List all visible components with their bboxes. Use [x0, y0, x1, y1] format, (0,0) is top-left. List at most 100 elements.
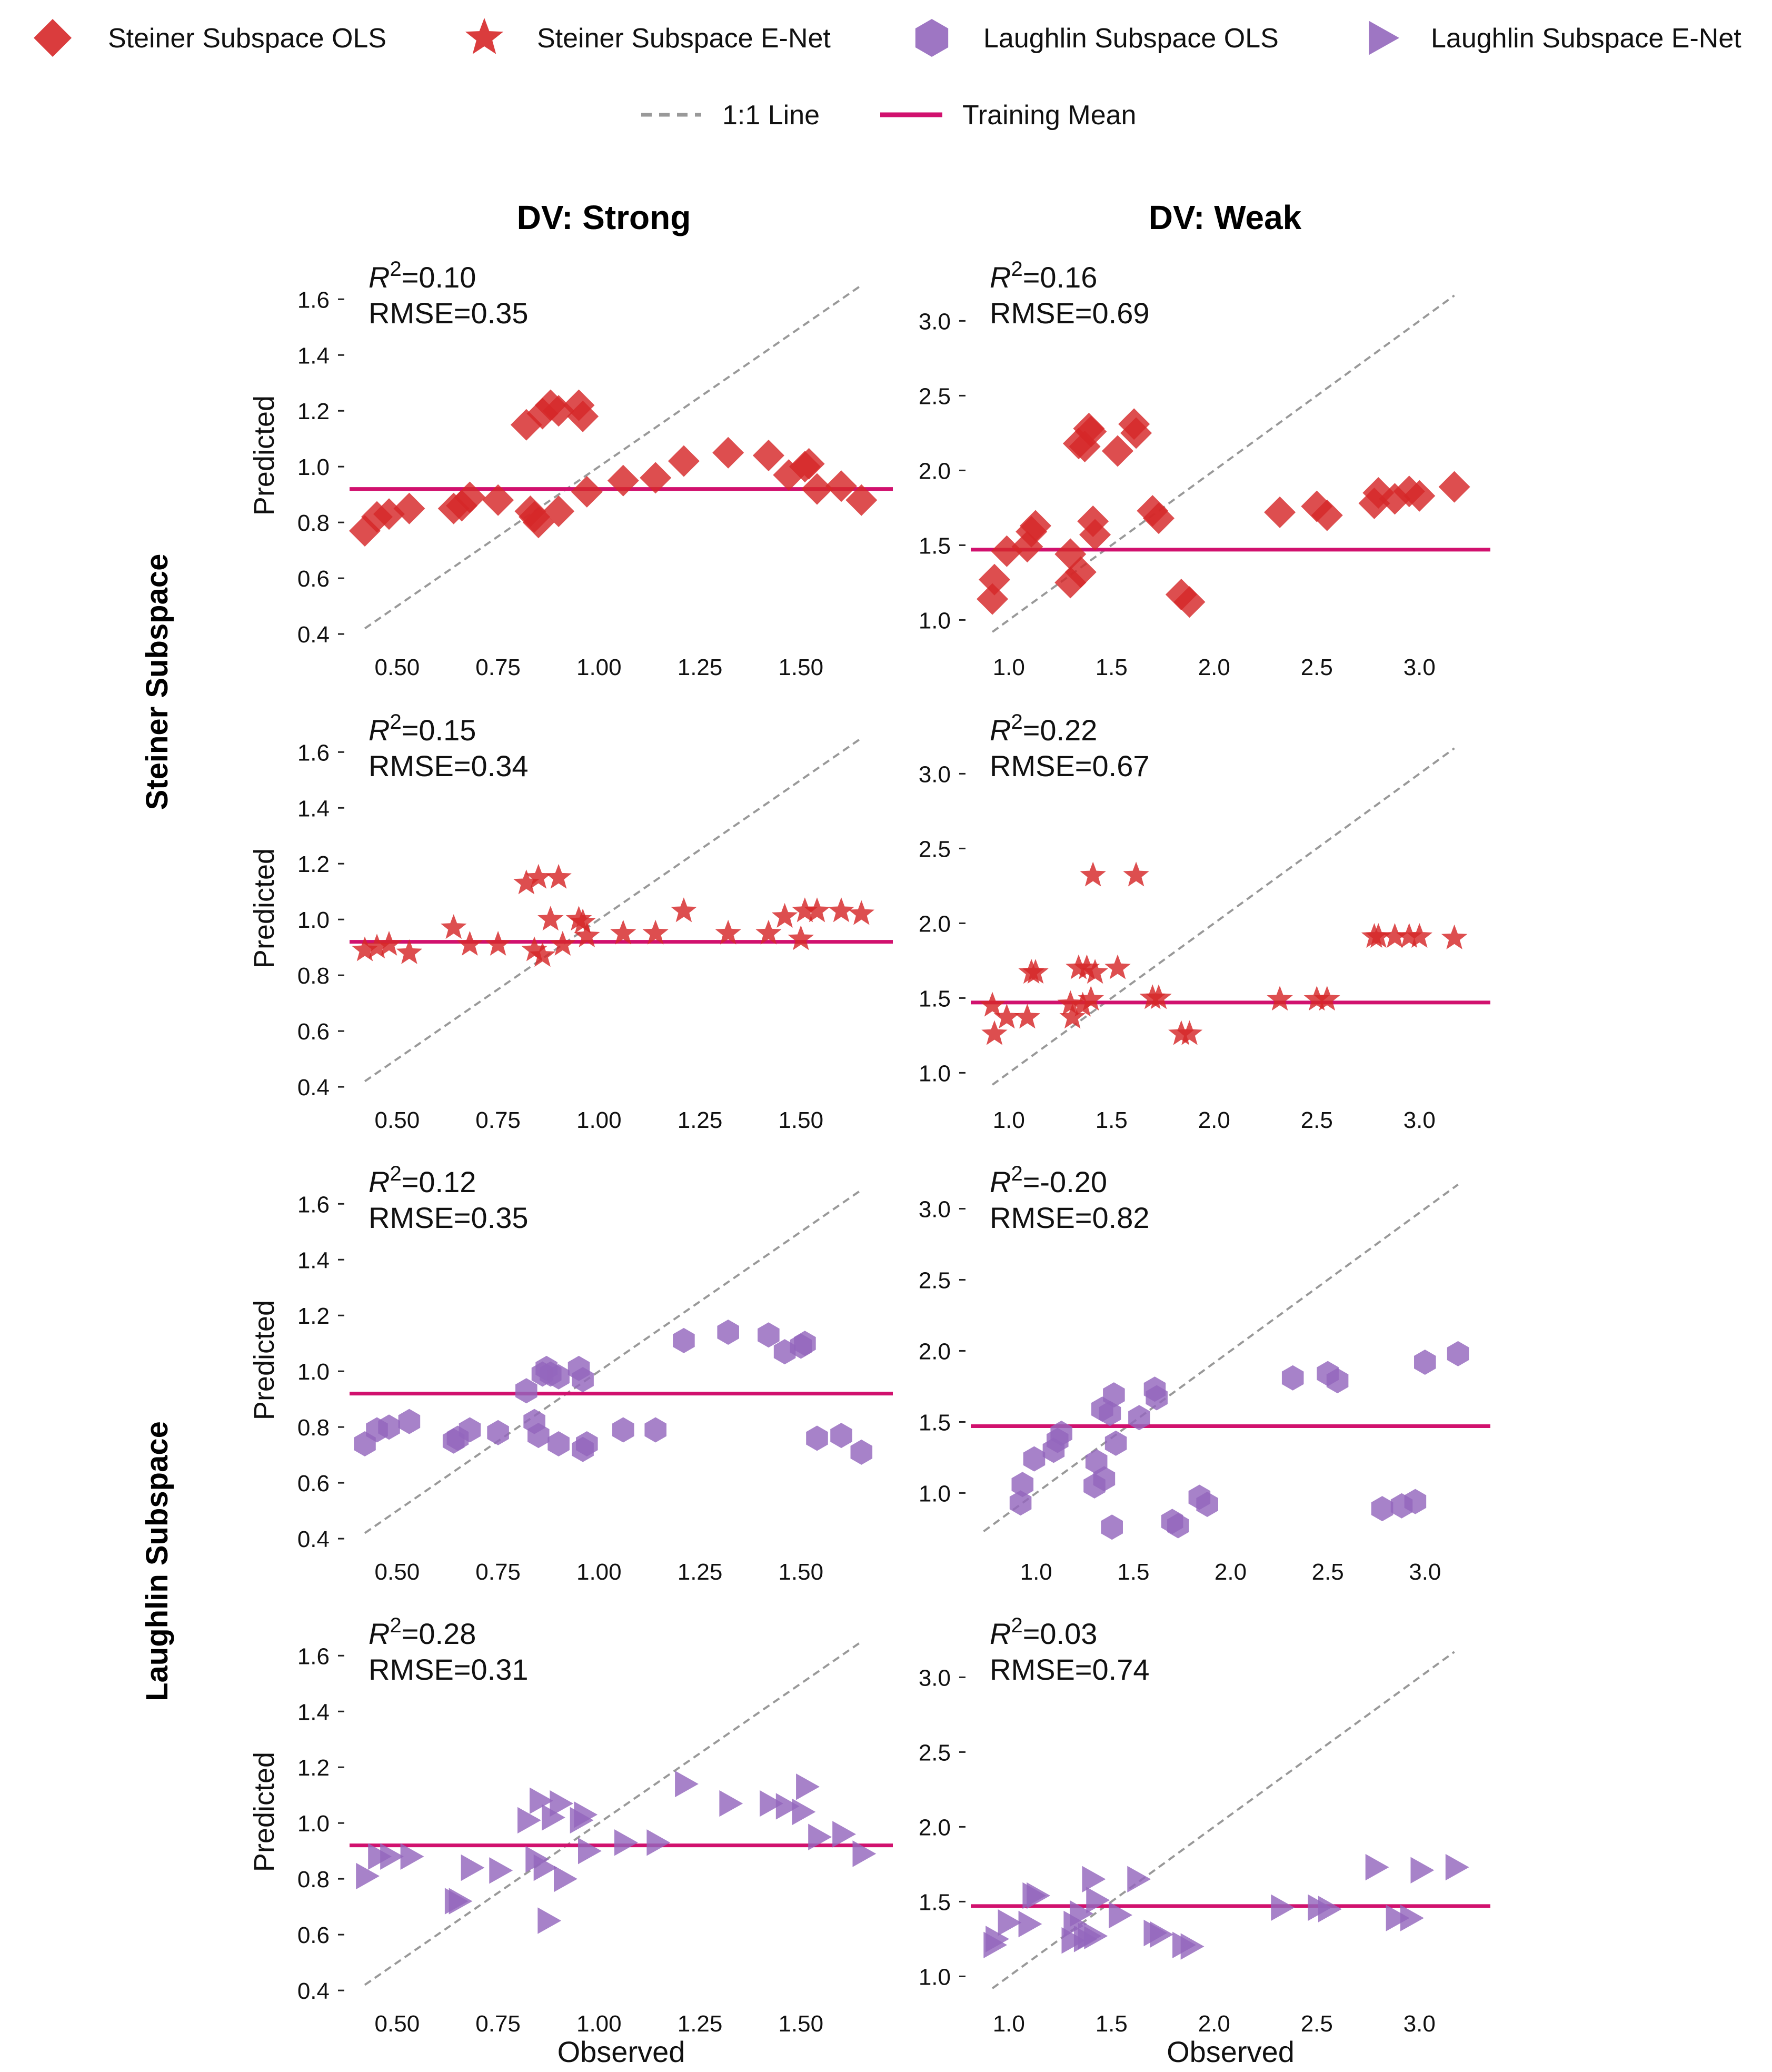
x-tick-label: 1.50	[778, 1107, 823, 1133]
data-point	[852, 1840, 877, 1867]
x-tick-label: 1.5	[1096, 655, 1128, 680]
identity-line	[983, 1183, 1459, 1532]
data-point	[771, 903, 798, 928]
data-point	[1093, 1466, 1116, 1492]
data-point	[760, 1790, 783, 1817]
y-tick-label: 0.8	[297, 510, 330, 536]
data-point	[612, 1417, 634, 1443]
data-point	[981, 1020, 1008, 1045]
data-point	[1176, 1020, 1203, 1045]
y-tick-label: 1.6	[297, 287, 330, 313]
data-point	[1082, 959, 1108, 984]
x-tick-label: 1.0	[1020, 1559, 1052, 1585]
x-tick-label: 1.25	[678, 1107, 723, 1133]
r-squared-annotation: R2=-0.20	[990, 1162, 1107, 1198]
x-tick-label: 1.0	[993, 1107, 1025, 1133]
legend-marker-diamond	[34, 19, 72, 57]
scatter-panel: 1.0 1.5 2.0 2.5 3.0 1.0 1.5 2.0 2.5 3.0 R2=0.22RMS…	[919, 710, 1490, 1133]
data-point	[537, 906, 564, 931]
x-tick-label: 2.5	[1301, 2011, 1333, 2037]
data-point	[393, 492, 425, 524]
data-point	[578, 1838, 602, 1865]
data-point	[1445, 1853, 1469, 1881]
data-point	[1073, 412, 1105, 444]
y-tick-label: 2.5	[919, 1267, 951, 1293]
data-point	[1011, 1472, 1034, 1498]
data-point	[1059, 1004, 1086, 1029]
y-tick-label: 2.0	[919, 458, 951, 484]
data-point	[1050, 1421, 1072, 1446]
data-point	[529, 942, 556, 967]
data-point	[792, 897, 818, 923]
data-point	[1381, 923, 1408, 948]
data-point	[1150, 1921, 1173, 1948]
data-point	[1104, 1430, 1127, 1456]
x-tick-label: 1.0	[993, 2011, 1025, 2037]
data-point	[1069, 992, 1096, 1017]
rmse-annotation: RMSE=0.67	[990, 749, 1150, 782]
y-tick-label: 1.5	[919, 986, 951, 1012]
data-point	[717, 1320, 739, 1345]
data-point	[1027, 1882, 1050, 1909]
y-tick-label: 3.0	[919, 761, 951, 787]
r-squared-annotation: R2=0.10	[369, 257, 476, 294]
data-point	[530, 1787, 553, 1814]
data-point	[1281, 1365, 1304, 1391]
data-point	[550, 1790, 574, 1817]
data-point	[1063, 1910, 1088, 1938]
r-squared-annotation: R2=0.16	[990, 257, 1097, 294]
data-point	[554, 1866, 578, 1892]
data-point	[808, 1823, 832, 1850]
y-tick-label: 0.4	[297, 622, 330, 648]
y-tick-label: 1.0	[297, 1359, 330, 1385]
data-point	[1018, 1910, 1042, 1938]
y-tick-label: 0.8	[297, 963, 330, 989]
y-tick-label: 3.0	[919, 309, 951, 334]
data-point	[1073, 954, 1100, 979]
y-tick-label: 1.0	[919, 608, 951, 633]
data-point	[571, 475, 603, 508]
identity-line	[364, 737, 862, 1083]
y-tick-label: 1.0	[919, 1481, 951, 1506]
data-point	[1167, 1513, 1189, 1539]
data-point	[991, 535, 1023, 567]
data-point	[1318, 1896, 1342, 1922]
x-tick-label: 1.50	[778, 2011, 823, 2037]
x-tick-label: 1.25	[678, 2011, 723, 2037]
x-tick-label: 1.25	[678, 1559, 723, 1585]
y-tick-label: 0.4	[297, 1978, 330, 2004]
data-point	[1326, 1368, 1349, 1394]
data-point	[517, 1807, 541, 1834]
r-squared-annotation: R2=0.22	[990, 710, 1097, 747]
data-point	[1396, 923, 1422, 948]
data-point	[1314, 986, 1340, 1011]
data-point	[793, 448, 825, 480]
rmse-annotation: RMSE=0.35	[369, 296, 529, 330]
y-tick-label: 1.2	[297, 1755, 330, 1781]
data-point	[1070, 1900, 1093, 1927]
x-tick-label: 0.50	[375, 1559, 420, 1585]
identity-line	[364, 1189, 862, 1534]
y-tick-label: 1.0	[919, 1964, 951, 1990]
rmse-annotation: RMSE=0.74	[990, 1653, 1150, 1686]
x-tick-label: 0.50	[375, 1107, 420, 1133]
data-point	[1180, 1933, 1204, 1960]
data-point	[545, 864, 572, 889]
x-tick-label: 0.75	[475, 655, 521, 680]
r-squared-annotation: R2=0.28	[369, 1614, 476, 1650]
data-point	[788, 925, 814, 950]
y-tick-label: 0.6	[297, 1922, 330, 1948]
x-tick-label: 3.0	[1403, 1107, 1436, 1133]
x-tick-label: 0.75	[475, 1107, 521, 1133]
data-point	[1086, 1887, 1110, 1914]
y-tick-label: 2.5	[919, 1740, 951, 1766]
data-point	[1196, 1492, 1218, 1517]
y-tick-label: 1.2	[297, 399, 330, 424]
scatter-panel: 1.0 1.5 2.0 2.5 3.0 1.0 1.5 2.0 2.5 3.0 R2=0.16RMS…	[919, 257, 1490, 680]
data-point	[485, 930, 511, 956]
data-point	[1079, 519, 1111, 551]
data-point	[456, 930, 483, 956]
x-tick-label: 1.00	[576, 1107, 622, 1133]
x-tick-label: 1.0	[993, 655, 1025, 680]
x-tick-label: 0.50	[375, 2011, 420, 2037]
